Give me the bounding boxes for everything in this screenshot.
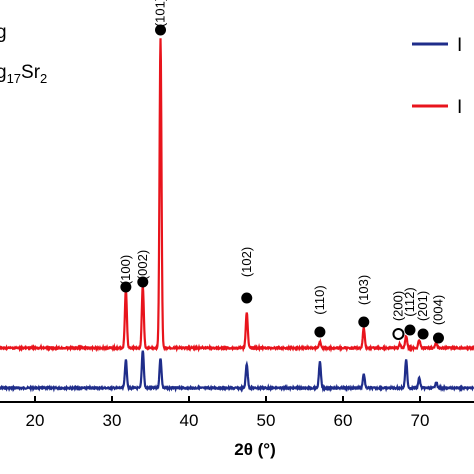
peak-label-7: (112) xyxy=(402,287,417,316)
legend-label-red: I xyxy=(457,97,462,118)
peak-marker-7 xyxy=(404,324,416,336)
peak-marker-5 xyxy=(358,316,370,328)
peak-label-6: (200) xyxy=(390,291,405,321)
peak-label-9: (004) xyxy=(430,295,445,325)
x-tick-layer: 20 30 40 50 60 70 xyxy=(26,396,430,430)
annotation-layer: (100) (002) (101) (102) (110) (103) (200)(112)… xyxy=(118,0,445,344)
x-tick-label-3: 50 xyxy=(257,411,276,430)
peak-marker-9 xyxy=(432,332,444,344)
peak-marker-0 xyxy=(120,281,132,293)
peak-marker-1 xyxy=(137,276,149,288)
legend: I I xyxy=(412,35,462,118)
peak-label-3: (102) xyxy=(239,247,254,277)
x-tick-label-1: 30 xyxy=(103,411,122,430)
series-layer xyxy=(0,38,474,393)
x-tick-label-2: 40 xyxy=(180,411,199,430)
series-line-0 xyxy=(0,350,474,393)
x-tick-label-4: 60 xyxy=(334,411,353,430)
peak-marker-4 xyxy=(314,326,326,338)
peak-marker-2 xyxy=(155,24,167,36)
legend-text-2: g17Sr2 xyxy=(0,62,47,86)
x-axis-title: 2θ (°) xyxy=(234,440,276,459)
peak-marker-6 xyxy=(392,328,405,340)
series-line-1 xyxy=(0,38,474,353)
peak-label-1: (002) xyxy=(135,250,150,280)
x-tick-label-5: 70 xyxy=(411,411,430,430)
peak-label-4: (110) xyxy=(312,285,327,314)
legend-label-blue: I xyxy=(457,35,462,56)
peak-marker-3 xyxy=(241,292,253,304)
x-tick-label-0: 20 xyxy=(26,411,45,430)
peak-label-5: (103) xyxy=(356,275,371,305)
legend-text-1: g xyxy=(0,22,7,43)
peak-label-2: (101) xyxy=(153,0,168,27)
peak-label-8: (201) xyxy=(415,291,430,321)
peak-marker-8 xyxy=(417,328,429,340)
peak-label-0: (100) xyxy=(118,255,133,285)
